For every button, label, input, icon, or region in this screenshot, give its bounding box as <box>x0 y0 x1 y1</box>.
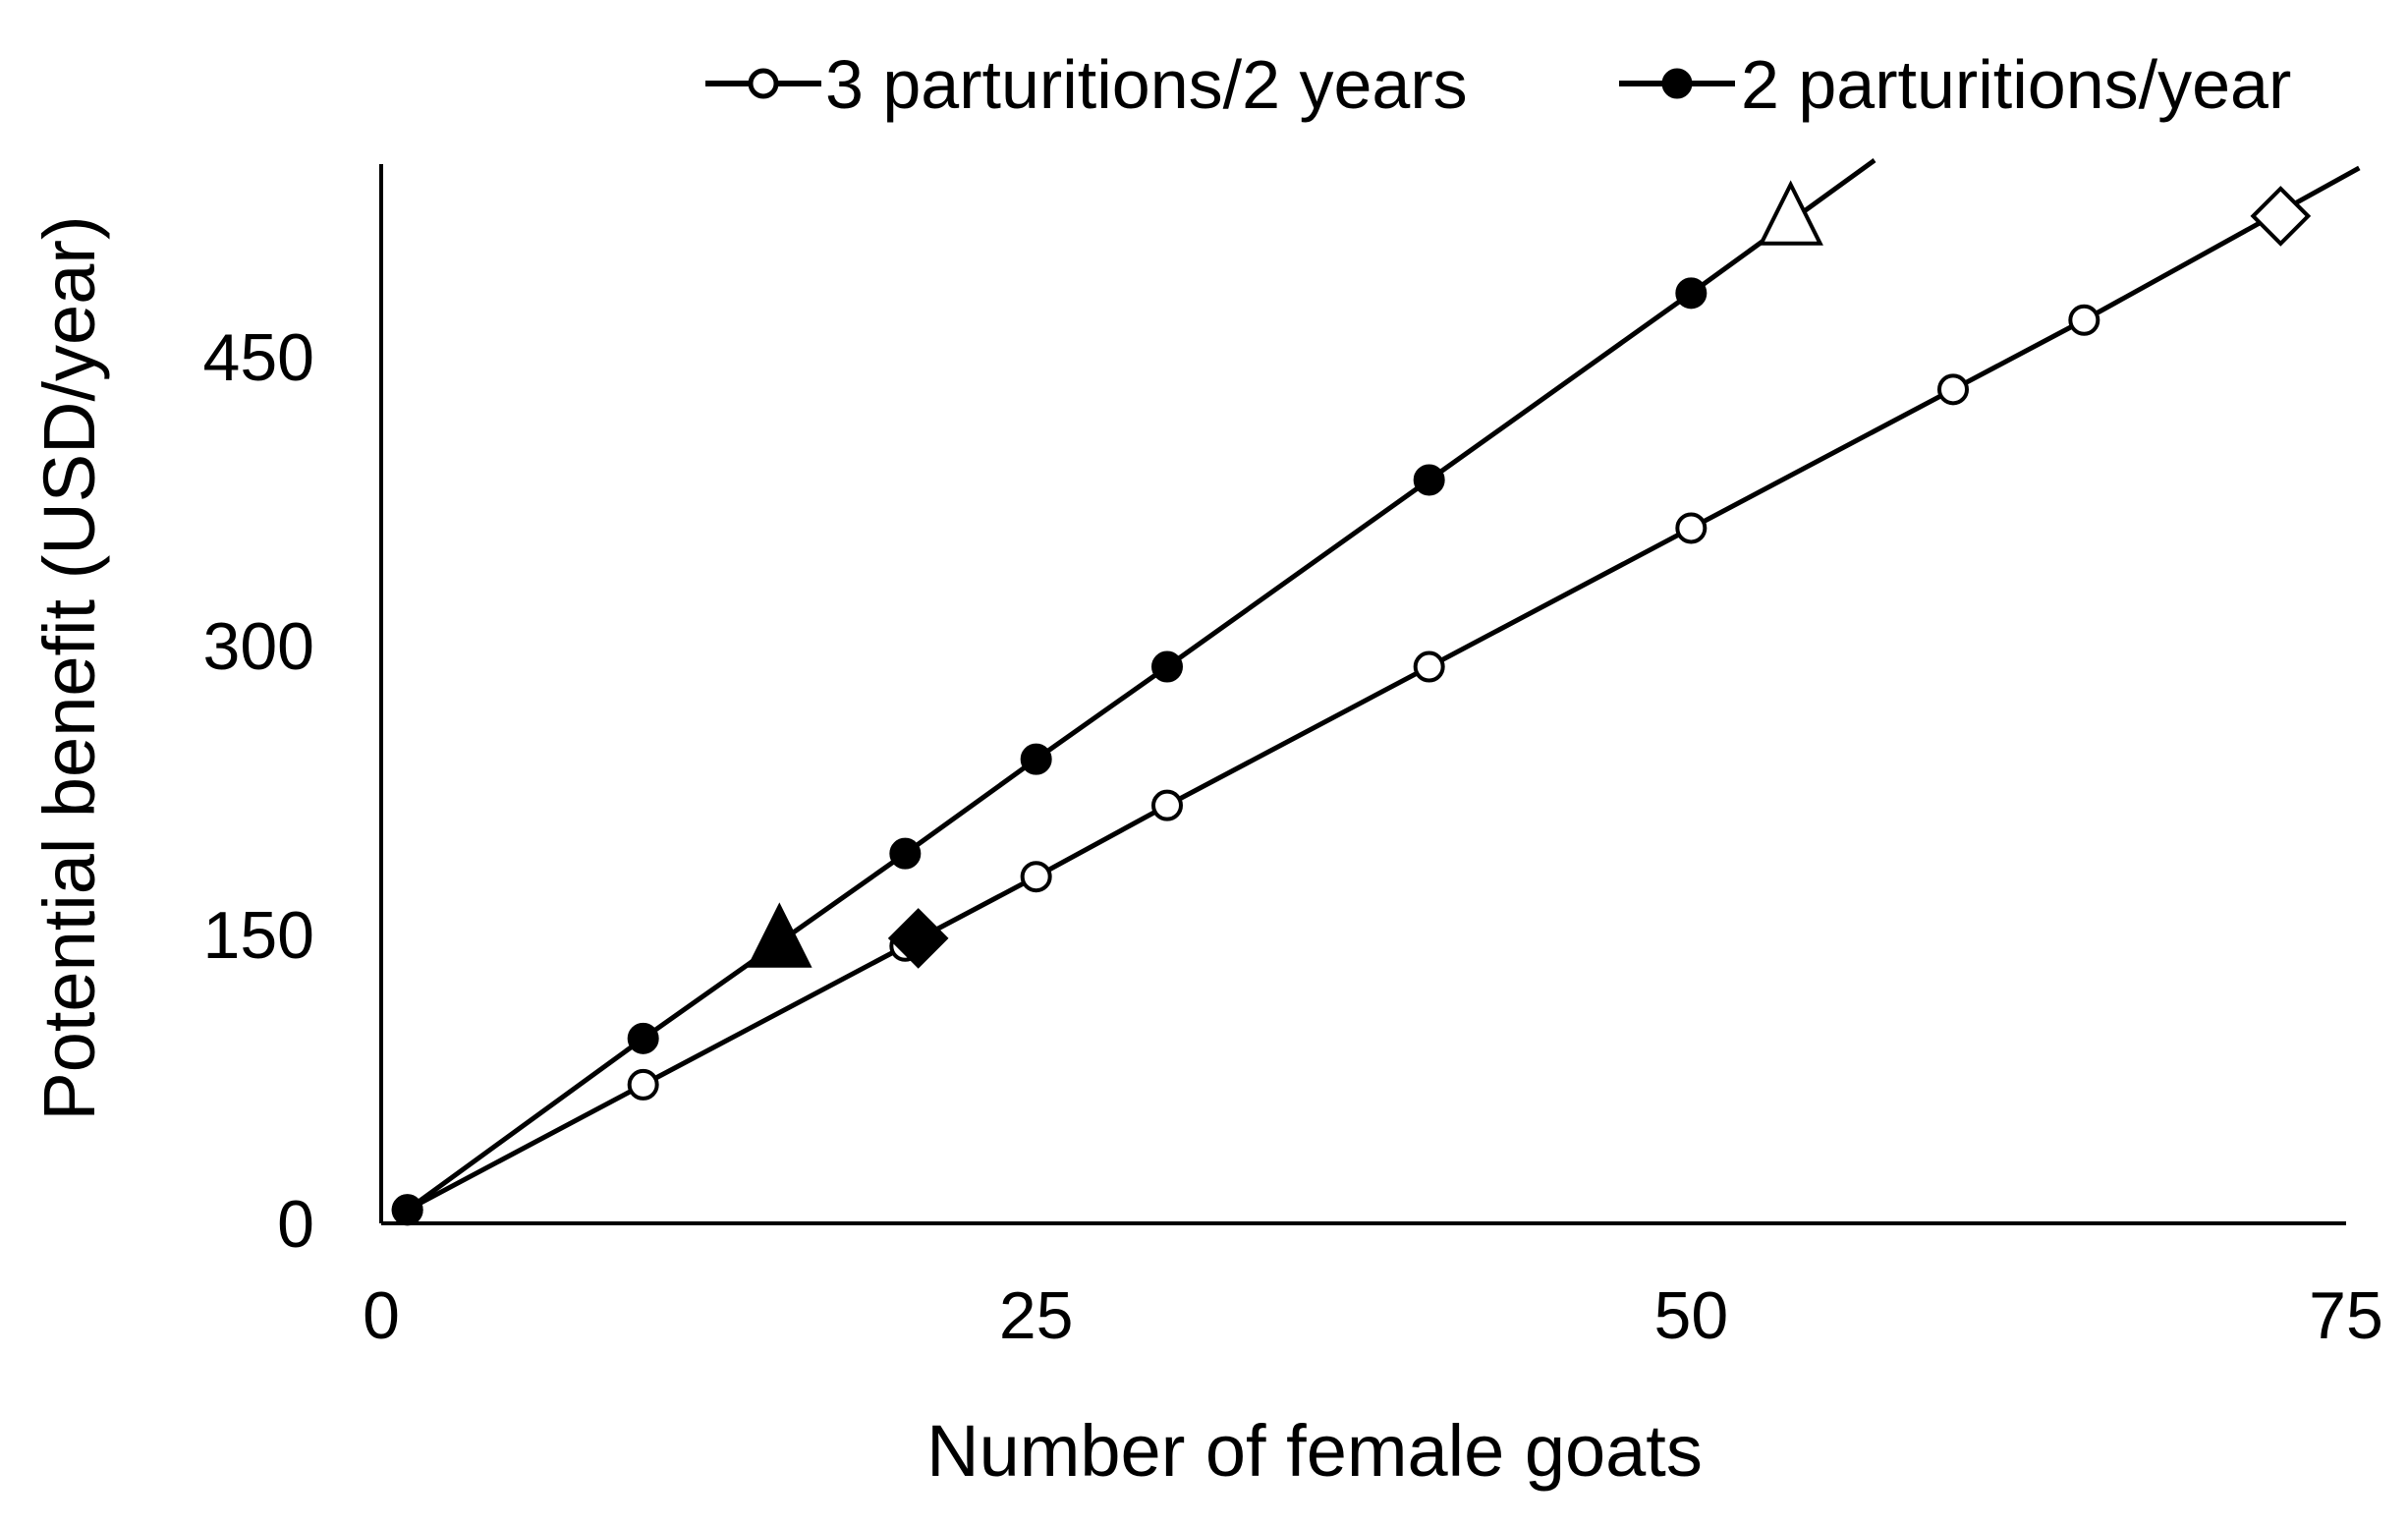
data-point-series-1 <box>1675 512 1708 544</box>
open-triangle-marker <box>1758 180 1823 246</box>
y-tick-label: 150 <box>203 898 314 973</box>
data-point-series-1 <box>1020 861 1052 893</box>
filled-triangle-marker <box>747 902 812 968</box>
data-point-series-1 <box>627 1068 659 1101</box>
data-point-series-2 <box>391 1194 423 1226</box>
y-tick-label: 0 <box>277 1187 314 1262</box>
filled-diamond-marker <box>887 908 949 969</box>
legend: 3 parturitions/2 years 2 parturitions/ye… <box>705 46 2291 123</box>
data-point-series-2 <box>1151 650 1183 683</box>
series-line-1 <box>406 165 2361 1213</box>
series-line-2 <box>406 158 1876 1213</box>
y-axis-title: Potential benefit (USD/year) <box>28 215 110 1120</box>
x-tick-label: 50 <box>1654 1278 1729 1353</box>
x-tick-label: 25 <box>999 1278 1074 1353</box>
data-point-series-1 <box>1413 650 1445 683</box>
legend-item-series-1: 3 parturitions/2 years <box>705 46 1468 123</box>
tick-labels: 0 25 50 75 0 150 300 450 <box>203 320 2383 1353</box>
y-tick-label: 300 <box>203 609 314 684</box>
data-point-series-2 <box>627 1022 659 1054</box>
x-tick-label: 0 <box>363 1278 400 1353</box>
legend-label-series-2: 2 parturitions/year <box>1741 46 2291 123</box>
data-point-series-1 <box>1937 373 1969 406</box>
series-lines <box>406 158 2361 1213</box>
data-point-series-1 <box>1151 789 1183 821</box>
x-tick-label: 75 <box>2309 1278 2383 1353</box>
data-point-series-2 <box>889 837 922 870</box>
data-point-series-1 <box>2068 304 2100 336</box>
special-markers <box>747 180 2312 969</box>
x-axis-title: Number of female goats <box>926 1410 1703 1492</box>
data-point-series-2 <box>1020 743 1052 775</box>
legend-label-series-1: 3 parturitions/2 years <box>825 46 1468 123</box>
filled-circle-icon <box>1661 68 1693 99</box>
data-point-series-2 <box>1413 464 1445 496</box>
data-markers <box>391 277 2100 1226</box>
open-diamond-marker <box>2250 186 2312 247</box>
open-circle-icon <box>748 68 779 99</box>
data-point-series-2 <box>1675 277 1708 310</box>
axes <box>379 164 2346 1225</box>
y-tick-label: 450 <box>203 320 314 395</box>
legend-item-series-2: 2 parturitions/year <box>1619 46 2291 123</box>
